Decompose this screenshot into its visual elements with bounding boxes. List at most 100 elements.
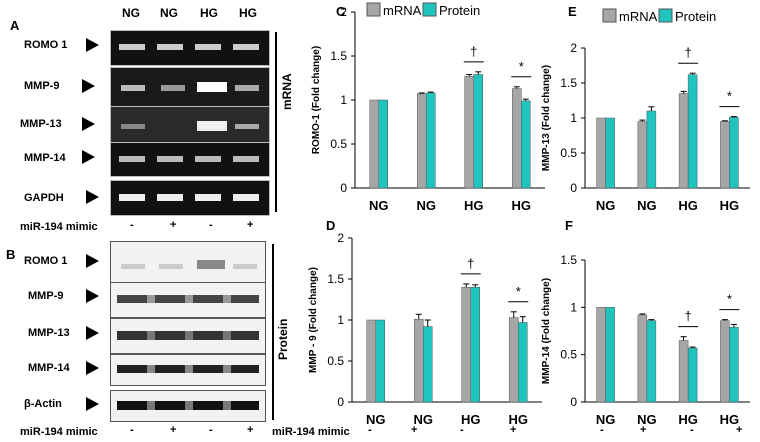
band-label-romo1: ROMO 1 [24,255,68,267]
mrna-divider [275,32,277,212]
chart-panel-c: 0 0.5 1 1.5 2 ROMO-1 (Fold change) NG NG HG HG † * m… [311,2,545,213]
y-tick-label: 0 [570,395,577,409]
x-tick-label: HG [461,412,481,427]
x-tick-label: NG [414,412,434,427]
bar-protein [729,117,739,189]
bar-mrna [678,93,689,189]
bar-mrna [720,121,730,189]
significance-mark: * [519,59,524,74]
bar-protein [426,92,436,189]
band-label-mmp14: MMP-14 [24,152,66,164]
y-tick-label: 1 [570,300,577,314]
x-tick-label: HG [678,198,698,213]
chart-mimic-value: + [510,424,517,436]
gel-image-mmp9 [110,67,270,109]
panel-letter-e: E [568,4,577,19]
chart-panel-d: 0 0.5 1 1.5 2 MMP - 9 (Fold change) NG NG HG HG † * [308,231,542,427]
band-label-mmp9: MMP-9 [24,80,60,92]
blot-image-mmp13 [110,318,266,354]
bar-protein [518,322,528,403]
y-tick-label: 2 [340,5,347,19]
gel-column-header: NG [160,6,178,20]
mimic-value: - [130,219,134,231]
y-tick-label: 0 [570,181,577,195]
significance-mark: * [727,292,732,307]
bar-mrna [678,340,689,403]
x-tick-label: HG [509,412,529,427]
x-tick-label: NG [369,198,389,213]
y-tick-label: 2 [337,231,344,245]
chart-mimic-value: - [460,424,464,436]
arrow-icon [82,79,95,93]
blot-image-mmp14 [110,354,266,386]
bar-mrna [512,88,522,189]
chart-mimic-value: - [600,424,604,436]
mimic-value: + [247,424,254,436]
bar-mrna [637,314,648,403]
arrow-icon [86,38,99,52]
panel-letter-c: C [336,4,346,19]
y-tick-label: 1 [337,313,344,327]
x-tick-label: NG [366,412,386,427]
bar-protein [378,99,388,189]
bar-protein [729,326,739,403]
bar-mrna [596,307,606,403]
band-label-mmp14: MMP-14 [28,362,70,374]
bar-protein [375,319,385,403]
bar-protein [687,74,698,189]
mimic-label: miR-194 mimic [20,221,98,233]
arrow-icon [86,254,99,268]
y-tick-label: 0.5 [327,354,344,368]
arrow-icon [86,326,99,340]
panel-letter-b: B [6,247,16,262]
bar-protein [605,307,615,403]
x-tick-label: HG [464,198,484,213]
y-axis-label: MMP-13 (Fold change) [541,65,552,171]
mimic-value: - [209,219,213,231]
y-axis-label: ROMO-1 (Fold change) [311,46,322,154]
y-axis-label: MMP - 9 (Fold change) [308,267,319,373]
bar-mrna [596,117,606,189]
gel-column-header: HG [239,6,257,20]
y-tick-label: 0.5 [560,348,577,362]
arrow-icon [82,117,95,131]
legend-label-protein: Protein [439,3,480,18]
arrow-icon [82,150,95,164]
mimic-value: - [130,424,134,436]
legend-label-mrna: mRNA [383,3,422,18]
x-tick-label: HG [678,412,698,427]
gel-image-romo1 [110,30,270,66]
bar-mrna [414,318,424,403]
blot-image-romo1 [110,241,266,285]
band-label-beta-actin: β-Actin [24,398,62,410]
significance-mark: † [685,45,692,60]
bar-mrna [417,93,427,189]
bar-protein [605,117,615,189]
arrow-icon [86,289,99,303]
chart-panel-e: 0 0.5 1 1.5 2 MMP-13 (Fold change) NG NG HG HG † * m… [541,8,750,213]
legend-swatch-mrna [366,2,381,17]
mimic-value: - [209,424,213,436]
y-tick-label: 2 [570,41,577,55]
chart-mimic-value: + [736,424,743,436]
y-tick-label: 0 [340,181,347,195]
y-tick-label: 1 [570,111,577,125]
bar-protein [646,320,657,403]
gel-column-header: NG [122,6,140,20]
bar-protein [423,326,433,403]
x-tick-label: HG [720,198,740,213]
significance-mark: † [470,44,477,59]
legend-swatch-protein [658,8,673,23]
bar-mrna [509,317,519,403]
blot-image-mmp9 [110,282,266,318]
chart-mimic-value: - [368,424,372,436]
significance-mark: † [467,256,474,271]
y-tick-label: 1.5 [330,49,347,63]
legend-swatch-protein [422,2,437,17]
panel-letter-d: D [326,218,336,233]
x-tick-label: NG [637,198,657,213]
bar-protein [473,74,483,189]
protein-divider [272,244,274,420]
band-label-mmp13: MMP-13 [20,118,62,130]
